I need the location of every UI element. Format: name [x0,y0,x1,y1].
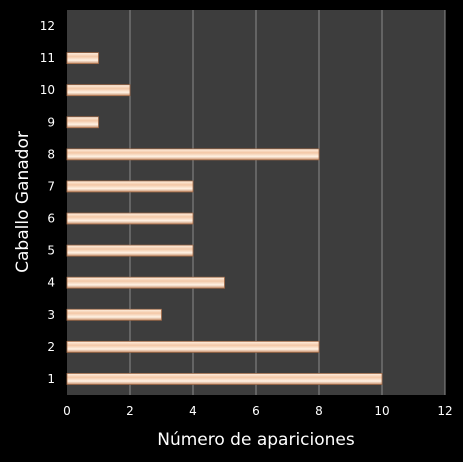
y-tick-label: 10 [40,83,55,97]
bar-10 [66,84,131,97]
y-tick-label: 6 [47,212,55,226]
bar-6 [66,212,194,225]
y-tick-label: 3 [47,308,55,322]
x-axis-title: Número de apariciones [157,430,355,450]
x-tick-label: 8 [315,404,323,418]
bar-9 [66,116,99,129]
x-tick-labels: 0 2 4 6 8 10 12 [63,404,452,418]
bar-4 [66,276,225,289]
x-tick-label: 12 [437,404,452,418]
y-tick-label: 2 [47,340,55,354]
y-tick-label: 12 [40,19,55,33]
bars [66,52,383,385]
bar-7 [66,180,194,193]
x-tick-label: 6 [252,404,260,418]
bar-8 [66,148,320,161]
y-tick-label: 4 [47,276,55,290]
y-tick-label: 11 [40,51,55,65]
bar-2 [66,340,320,353]
grid-lines [129,10,446,395]
x-tick-label: 2 [126,404,134,418]
y-tick-label: 8 [47,147,55,161]
y-tick-label: 1 [47,372,55,386]
y-tick-label: 5 [47,244,55,258]
y-tick-label: 9 [47,115,55,129]
bar-11 [66,52,99,65]
bar-5 [66,244,194,257]
x-tick-label: 4 [189,404,197,418]
y-axis-title: Caballo Ganador [13,131,33,273]
bar-1 [66,373,383,385]
x-tick-label: 10 [374,404,389,418]
x-tick-label: 0 [63,404,71,418]
y-tick-label: 7 [47,179,55,193]
bar-3 [66,308,162,321]
